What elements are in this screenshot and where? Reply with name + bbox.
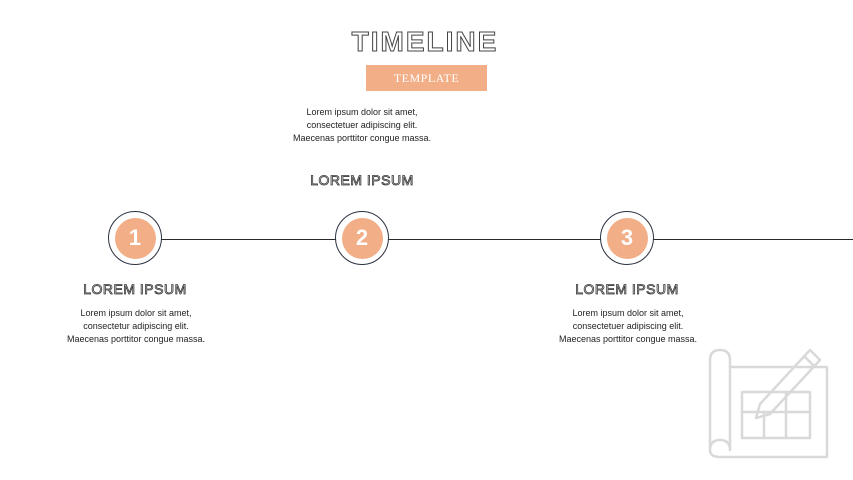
step-3-number: 3: [606, 217, 648, 259]
step-3-marker: 3: [600, 211, 654, 265]
step-2-heading: LOREM IPSUM: [310, 172, 414, 189]
step-2-text: Lorem ipsum dolor sit amet, consectetuer…: [292, 107, 432, 143]
step-1-heading: LOREM IPSUM: [83, 281, 187, 298]
step-3-text: Lorem ipsum dolor sit amet, consectetuer…: [558, 308, 698, 344]
step-1-marker: 1: [108, 211, 162, 265]
subtitle-banner: TEMPLATE: [366, 65, 487, 91]
page-title: TIMELINE: [351, 26, 499, 58]
blueprint-pencil-icon: [708, 348, 829, 459]
step-1-number: 1: [114, 217, 156, 259]
step-3-heading: LOREM IPSUM: [575, 281, 679, 298]
step-2-marker: 2: [335, 211, 389, 265]
step-2-number: 2: [341, 217, 383, 259]
step-1-text: Lorem ipsum dolor sit amet, consectetur …: [66, 308, 206, 344]
timeline-line: [136, 239, 853, 240]
subtitle-text: TEMPLATE: [393, 70, 460, 85]
